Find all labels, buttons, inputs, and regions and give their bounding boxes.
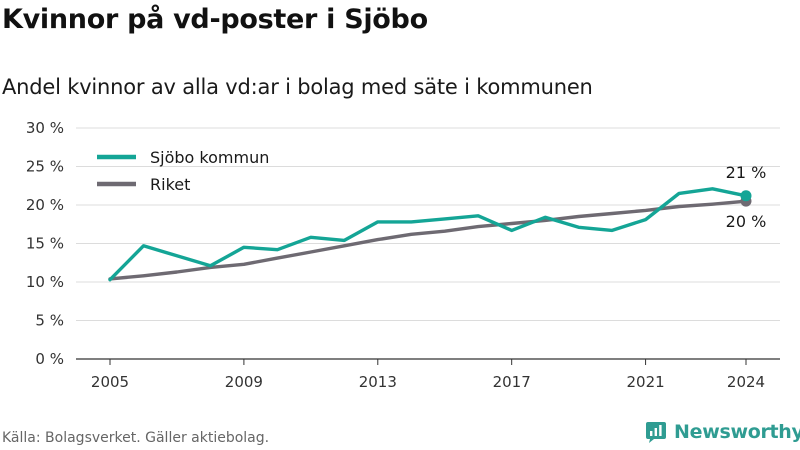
source-note: Källa: Bolagsverket. Gäller aktiebolag. [2, 430, 270, 446]
y-tick-label: 10 % [26, 273, 64, 291]
legend-label: Sjöbo kommun [150, 148, 269, 167]
series-line-riket [108, 199, 748, 281]
x-tick-label: 2021 [626, 373, 664, 391]
newsworthy-logo-icon [646, 422, 666, 443]
series-line-sjobo [108, 187, 748, 282]
x-tick-label: 2009 [225, 373, 263, 391]
y-tick-label: 5 % [35, 312, 64, 330]
end-label-riket: 20 % [726, 212, 767, 231]
x-tick-label: 2024 [727, 373, 765, 391]
end-point-sjobo [740, 190, 752, 202]
y-tick-label: 15 % [26, 235, 64, 253]
newsworthy-logo: Newsworthy [644, 420, 800, 444]
legend-label: Riket [150, 175, 190, 194]
x-tick-label: 2013 [359, 373, 397, 391]
brand-name: Newsworthy [674, 421, 800, 443]
y-tick-label: 30 % [26, 119, 64, 137]
end-label-sjobo: 21 % [726, 163, 767, 182]
x-tick-label: 2017 [493, 373, 531, 391]
x-tick-label: 2005 [91, 373, 129, 391]
y-tick-label: 0 % [35, 350, 64, 368]
chart-title: Kvinnor på vd-poster i Sjöbo [2, 4, 428, 35]
y-tick-label: 20 % [26, 196, 64, 214]
chart-subtitle: Andel kvinnor av alla vd:ar i bolag med … [2, 75, 593, 99]
y-tick-label: 25 % [26, 158, 64, 176]
